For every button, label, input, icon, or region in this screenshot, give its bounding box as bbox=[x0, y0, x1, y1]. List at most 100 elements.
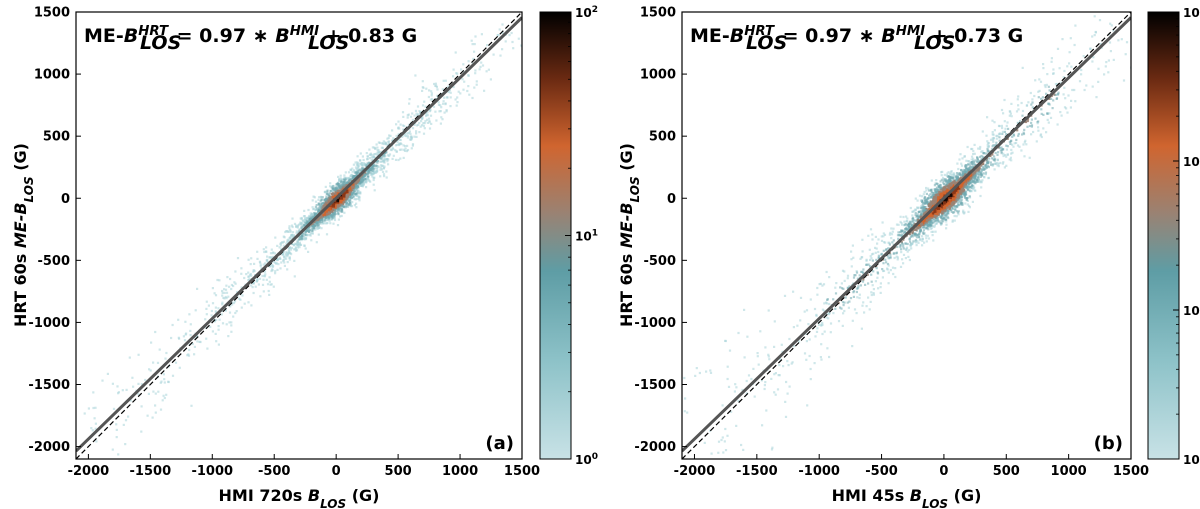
density-point bbox=[384, 141, 387, 144]
density-point bbox=[188, 313, 191, 316]
density-point bbox=[985, 134, 988, 137]
density-point bbox=[272, 285, 275, 288]
density-point bbox=[320, 227, 323, 230]
density-point bbox=[964, 196, 967, 199]
density-point bbox=[409, 115, 413, 118]
density-point bbox=[474, 35, 477, 38]
density-point bbox=[915, 215, 918, 218]
density-point bbox=[342, 184, 345, 187]
density-point bbox=[271, 269, 274, 272]
density-point bbox=[334, 194, 338, 198]
density-point bbox=[1001, 132, 1004, 135]
density-point bbox=[363, 179, 366, 182]
density-point bbox=[463, 80, 466, 83]
density-point bbox=[899, 246, 902, 249]
density-point bbox=[221, 303, 224, 306]
density-point bbox=[501, 48, 504, 51]
density-point bbox=[936, 182, 939, 185]
density-point bbox=[918, 229, 921, 232]
density-point bbox=[773, 320, 776, 323]
density-point bbox=[1042, 127, 1045, 130]
density-point bbox=[1005, 124, 1008, 127]
density-point bbox=[414, 109, 418, 112]
density-point bbox=[930, 179, 933, 182]
density-point bbox=[371, 146, 374, 149]
density-point bbox=[290, 253, 293, 256]
density-point bbox=[953, 214, 956, 218]
density-point bbox=[1049, 116, 1053, 119]
density-point bbox=[415, 132, 418, 135]
density-point bbox=[480, 33, 483, 36]
density-point bbox=[424, 105, 427, 108]
density-point bbox=[948, 179, 951, 182]
density-point bbox=[930, 222, 933, 225]
density-point bbox=[786, 360, 789, 363]
density-point bbox=[423, 122, 426, 125]
density-point bbox=[209, 325, 212, 328]
density-point bbox=[923, 222, 926, 225]
density-point bbox=[348, 192, 351, 196]
density-point bbox=[510, 31, 513, 35]
density-point bbox=[326, 215, 329, 218]
density-point bbox=[358, 165, 361, 168]
density-point bbox=[363, 174, 366, 177]
density-point bbox=[328, 210, 332, 214]
density-point bbox=[867, 234, 870, 237]
density-point bbox=[426, 114, 429, 117]
density-point bbox=[387, 140, 390, 143]
density-point bbox=[359, 169, 362, 172]
density-point bbox=[960, 187, 964, 191]
density-point bbox=[777, 374, 780, 377]
density-point bbox=[921, 244, 924, 247]
density-point bbox=[1037, 129, 1040, 132]
density-point bbox=[872, 252, 875, 255]
density-point bbox=[290, 235, 293, 238]
density-point bbox=[196, 340, 199, 343]
density-point bbox=[910, 243, 913, 246]
density-point bbox=[285, 257, 288, 260]
density-point bbox=[950, 173, 953, 176]
density-point bbox=[362, 158, 365, 162]
density-point bbox=[445, 110, 448, 113]
fit-equation-rhs-sub: LOS bbox=[308, 32, 349, 54]
density-point bbox=[1017, 104, 1020, 107]
density-point bbox=[311, 217, 314, 220]
density-point bbox=[908, 258, 911, 262]
density-point bbox=[310, 227, 314, 230]
density-point bbox=[189, 329, 192, 332]
density-point bbox=[894, 267, 897, 270]
density-point bbox=[895, 251, 898, 254]
density-point bbox=[300, 216, 303, 220]
density-point bbox=[337, 207, 340, 210]
density-point bbox=[366, 164, 369, 167]
density-point bbox=[380, 157, 383, 160]
density-point bbox=[975, 172, 978, 175]
density-point bbox=[417, 113, 420, 116]
density-point bbox=[240, 306, 243, 309]
density-point bbox=[742, 448, 745, 451]
density-point bbox=[56, 403, 58, 405]
density-point bbox=[917, 241, 920, 244]
density-point bbox=[268, 293, 271, 296]
density-point bbox=[466, 89, 469, 93]
density-point bbox=[974, 175, 977, 178]
density-point bbox=[305, 230, 308, 233]
density-point bbox=[1045, 83, 1048, 86]
density-point bbox=[932, 194, 935, 197]
density-point bbox=[840, 282, 843, 285]
density-point bbox=[101, 379, 104, 382]
density-point bbox=[900, 251, 903, 254]
density-point bbox=[1045, 92, 1048, 95]
density-point bbox=[152, 361, 155, 364]
density-point bbox=[247, 279, 250, 282]
density-point bbox=[909, 240, 912, 243]
density-point bbox=[968, 195, 971, 198]
density-point bbox=[803, 352, 807, 355]
density-point bbox=[323, 198, 326, 201]
density-point bbox=[309, 234, 312, 237]
density-point bbox=[454, 51, 457, 54]
density-point bbox=[946, 215, 949, 218]
density-point bbox=[319, 200, 322, 203]
density-point bbox=[371, 172, 375, 175]
density-point bbox=[1133, 55, 1135, 57]
